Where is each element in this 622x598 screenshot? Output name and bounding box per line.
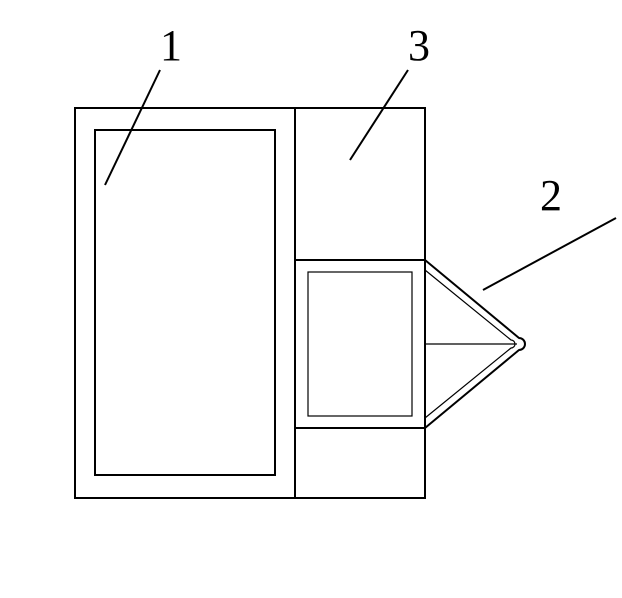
leader-one (105, 70, 160, 185)
diagram-canvas: 1 3 2 (0, 0, 622, 598)
inner-left-rect (95, 130, 275, 475)
outer-block (75, 108, 425, 498)
label-two: 2 (540, 171, 562, 220)
leader-three (350, 70, 408, 160)
label-one: 1 (160, 21, 182, 70)
attachment-inner-rect (308, 272, 412, 416)
leader-two (483, 218, 616, 290)
attachment-outer-rect (295, 260, 425, 428)
label-three: 3 (408, 21, 430, 70)
